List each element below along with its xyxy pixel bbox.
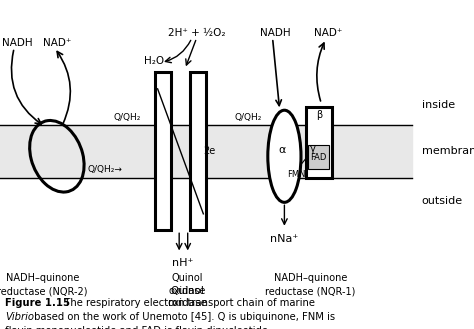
Text: outside: outside	[422, 196, 463, 206]
Text: Q/QH₂: Q/QH₂	[114, 113, 141, 122]
Bar	[190, 72, 206, 230]
Text: membrane: membrane	[422, 146, 474, 156]
Text: flavin mononucleotide and FAD is flavin dinucleotide.: flavin mononucleotide and FAD is flavin …	[5, 326, 271, 329]
Text: 2H⁺ + ½O₂: 2H⁺ + ½O₂	[168, 28, 226, 38]
Text: inside: inside	[422, 100, 455, 110]
Text: nH⁺: nH⁺	[172, 258, 193, 268]
Text: β: β	[316, 110, 322, 120]
Text: NAD⁺: NAD⁺	[314, 28, 342, 38]
Text: Figure 1.15: Figure 1.15	[5, 298, 70, 308]
Text: Quinol
oxidase: Quinol oxidase	[167, 286, 207, 308]
Text: α: α	[278, 145, 286, 155]
Bar	[308, 145, 329, 169]
Text: NAD⁺: NAD⁺	[43, 38, 71, 48]
Text: 2e: 2e	[203, 146, 216, 156]
Text: Q/QH₂: Q/QH₂	[235, 113, 262, 122]
Text: Quinol
oxidase: Quinol oxidase	[169, 273, 206, 296]
Text: FMN: FMN	[287, 170, 305, 179]
Text: Q/QH₂→: Q/QH₂→	[88, 165, 123, 174]
Text: H₂O: H₂O	[144, 56, 164, 66]
Text: FAD: FAD	[310, 153, 327, 162]
Text: NADH–quinone
reductase (NQR-1): NADH–quinone reductase (NQR-1)	[265, 273, 356, 296]
Text: nNa⁺: nNa⁺	[270, 234, 299, 243]
Text: The respiratory electron transport chain of marine: The respiratory electron transport chain…	[55, 298, 315, 308]
Bar	[155, 72, 172, 230]
Text: NADH: NADH	[2, 38, 33, 48]
Bar	[306, 107, 332, 178]
Text: Vibrio: Vibrio	[5, 312, 34, 322]
Text: γ: γ	[310, 144, 315, 154]
Ellipse shape	[268, 110, 301, 202]
Text: NADH: NADH	[260, 28, 290, 38]
Text: based on the work of Unemoto [45]. Q is ubiquinone, FNM is: based on the work of Unemoto [45]. Q is …	[31, 312, 335, 322]
Text: NADH–quinone
reductase (NQR-2): NADH–quinone reductase (NQR-2)	[0, 273, 88, 296]
